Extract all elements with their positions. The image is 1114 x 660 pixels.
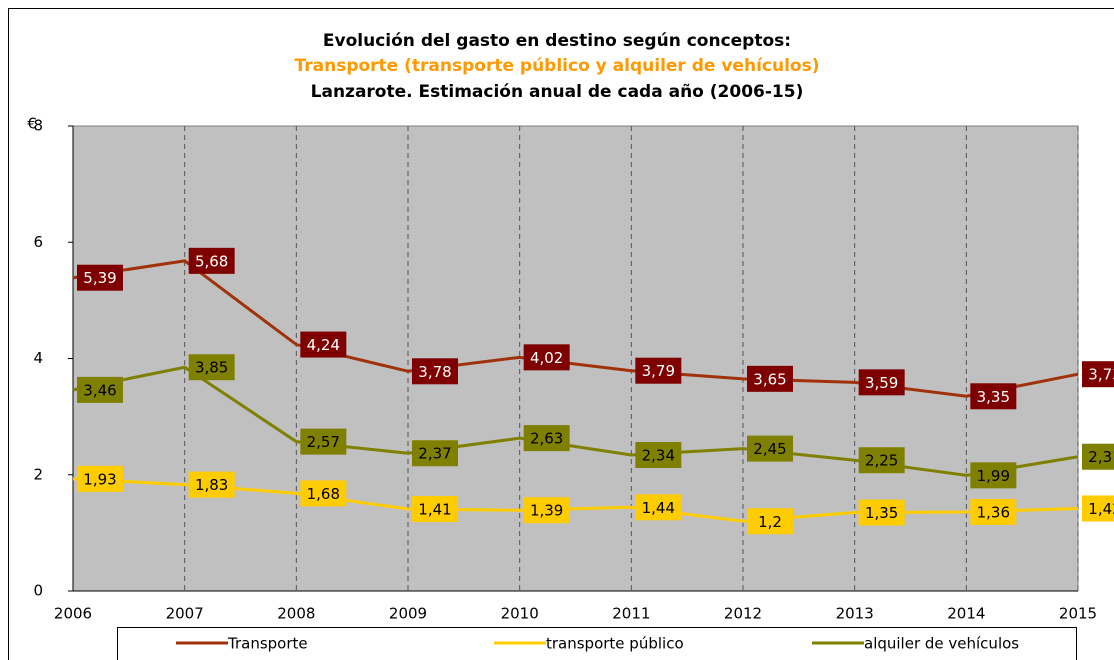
value-label: 3,35	[977, 388, 1010, 406]
value-label: 1,99	[977, 467, 1010, 485]
x-tick-label: 2007	[166, 605, 204, 623]
value-label-box	[412, 440, 458, 467]
value-label-box	[523, 497, 570, 524]
value-label: 1,2	[758, 513, 782, 531]
value-label-box	[970, 498, 1017, 525]
value-label: 1,83	[195, 476, 228, 494]
value-label: 1,36	[977, 503, 1010, 521]
legend-label: alquiler de vehículos	[864, 635, 1019, 653]
x-tick-label: 2013	[836, 605, 874, 623]
value-label: 2,37	[418, 445, 451, 463]
chart-subtitle: Lanzarote. Estimación anual de cada año …	[311, 82, 804, 102]
x-tick-label: 2015	[1059, 605, 1097, 623]
value-label: 4,02	[530, 349, 563, 367]
value-label-box	[858, 369, 905, 396]
chart-title: Evolución del gasto en destino según con…	[323, 31, 791, 51]
y-tick-label: 6	[33, 233, 43, 251]
value-label-box	[77, 264, 123, 291]
value-label-box	[1082, 361, 1114, 388]
value-label: 2,45	[753, 440, 786, 458]
value-label: 2,34	[642, 446, 675, 464]
value-label-box	[77, 465, 123, 492]
value-label: 3,46	[83, 381, 116, 399]
legend-label: Transporte	[227, 635, 308, 653]
value-label-box	[188, 471, 235, 498]
value-label-box	[970, 383, 1017, 410]
value-label: 1,68	[307, 485, 340, 503]
value-label: 5,39	[83, 269, 116, 287]
value-label-box	[300, 480, 347, 507]
series-line	[72, 259, 1079, 398]
value-label-box	[635, 494, 682, 521]
x-tick-label: 2009	[389, 605, 427, 623]
value-label: 1,39	[530, 502, 563, 520]
value-label: 5,68	[195, 252, 228, 270]
x-tick-label: 2010	[501, 605, 539, 623]
value-label-box	[523, 425, 570, 452]
value-label-box	[523, 344, 570, 371]
value-label: 3,79	[642, 362, 675, 380]
value-label: 1,42	[1088, 500, 1114, 518]
value-label-box	[635, 441, 682, 468]
value-label-box	[300, 331, 347, 358]
value-label-box	[188, 247, 235, 274]
value-label: 2,57	[307, 433, 340, 451]
value-label-box	[747, 508, 793, 535]
value-label: 3,65	[753, 370, 786, 388]
value-label-box	[747, 365, 793, 392]
value-label-box	[970, 462, 1017, 489]
x-tick-label: 2008	[277, 605, 315, 623]
value-label: 1,35	[865, 504, 898, 522]
value-label: 1,93	[83, 470, 116, 488]
value-label: 3,59	[865, 374, 898, 392]
value-label-box	[412, 358, 458, 385]
series-line	[72, 477, 1079, 523]
value-label-box	[858, 499, 905, 526]
value-label: 2,25	[865, 452, 898, 470]
y-tick-label: 0	[33, 582, 43, 600]
value-label-box	[858, 447, 905, 474]
x-tick-label: 2011	[612, 605, 650, 623]
x-tick-label: 2006	[54, 605, 92, 623]
legend-label: transporte público	[546, 635, 684, 653]
value-label: 2,63	[530, 430, 563, 448]
value-label-box	[300, 428, 347, 455]
value-label-box	[188, 354, 235, 381]
x-tick-label: 2014	[947, 605, 985, 623]
value-label: 2,31	[1088, 448, 1114, 466]
value-label: 3,85	[195, 359, 228, 377]
legend	[117, 627, 1077, 660]
y-tick-label: 8	[33, 117, 43, 135]
y-tick-label: 2	[33, 465, 43, 483]
value-label: 3,73	[1088, 366, 1114, 384]
series-line	[72, 365, 1079, 477]
value-label-box	[77, 376, 123, 403]
value-label: 3,78	[418, 363, 451, 381]
chart-subtitle: Transporte (transporte público y alquile…	[295, 56, 820, 76]
value-label: 1,44	[642, 499, 675, 517]
value-label-box	[412, 496, 458, 523]
y-tick-label: 4	[33, 349, 43, 367]
value-label-box	[1082, 443, 1114, 470]
value-label: 4,24	[307, 336, 340, 354]
chart-border	[8, 8, 1114, 660]
value-label: 1,41	[418, 501, 451, 519]
value-label-box	[635, 357, 682, 384]
y-axis-label: €	[27, 115, 37, 133]
value-label-box	[747, 435, 793, 462]
x-tick-label: 2012	[724, 605, 762, 623]
value-label-box	[1082, 495, 1114, 522]
